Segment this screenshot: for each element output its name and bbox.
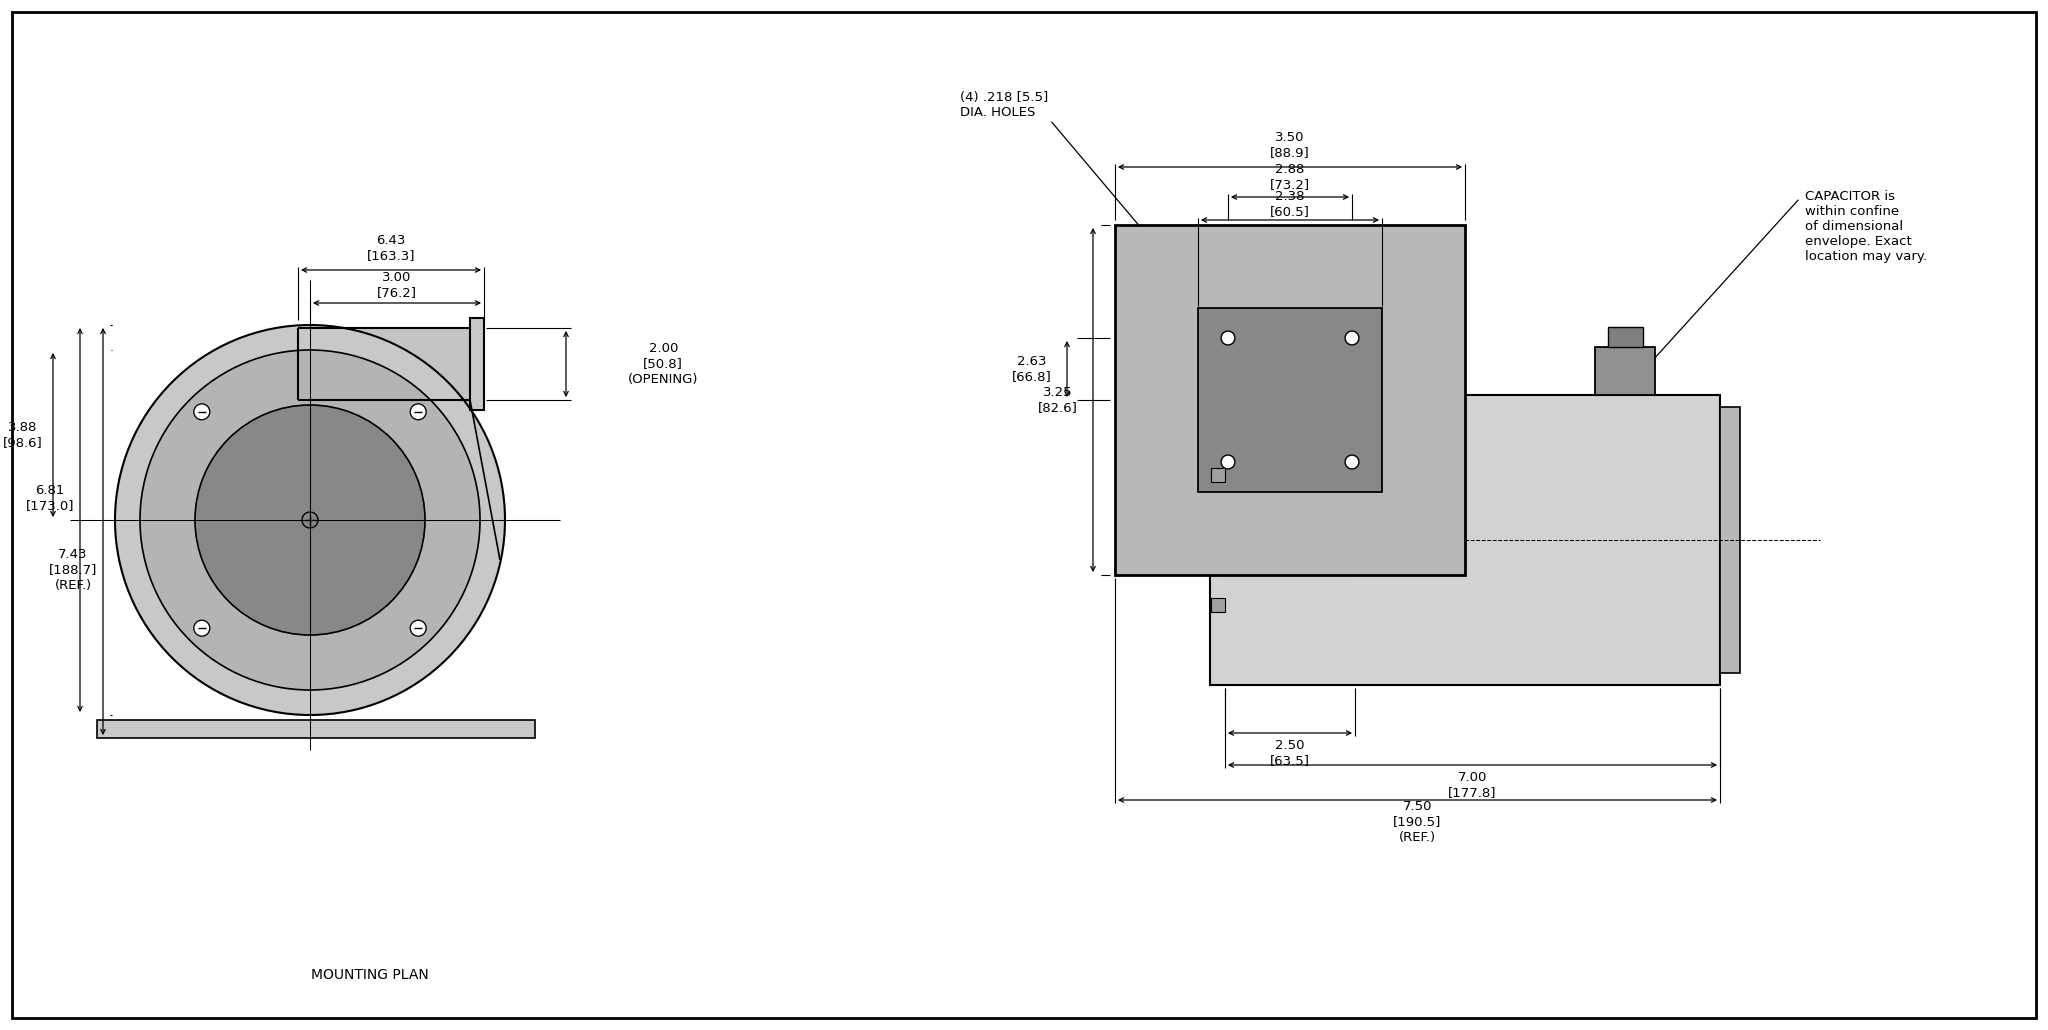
Polygon shape xyxy=(117,328,504,713)
Text: 2.50
[63.5]: 2.50 [63.5] xyxy=(1270,739,1311,767)
Text: 3.25
[82.6]: 3.25 [82.6] xyxy=(1038,386,1077,414)
Text: 7.50
[190.5]
(REF.): 7.50 [190.5] (REF.) xyxy=(1393,800,1442,844)
Text: 3.88
[98.6]: 3.88 [98.6] xyxy=(4,421,43,449)
Text: 2.38
[60.5]: 2.38 [60.5] xyxy=(1270,190,1311,218)
Text: 6.81
[173.0]: 6.81 [173.0] xyxy=(27,484,74,512)
Circle shape xyxy=(1221,331,1235,345)
Text: 6.43
[163.3]: 6.43 [163.3] xyxy=(367,234,416,262)
Bar xyxy=(1225,394,1356,575)
Bar xyxy=(1210,468,1225,482)
Circle shape xyxy=(1346,331,1360,345)
Text: MOUNTING PLAN: MOUNTING PLAN xyxy=(311,968,428,982)
Circle shape xyxy=(195,404,209,420)
Text: 3.50
[88.9]: 3.50 [88.9] xyxy=(1270,131,1311,159)
Text: 2.63
[66.8]: 2.63 [66.8] xyxy=(1012,355,1053,383)
Bar xyxy=(96,720,535,739)
Text: 7.00
[177.8]: 7.00 [177.8] xyxy=(1448,771,1497,799)
Bar xyxy=(1608,327,1642,347)
Polygon shape xyxy=(299,328,469,400)
Circle shape xyxy=(139,350,479,690)
Bar xyxy=(1198,308,1382,492)
Text: 2.88
[73.2]: 2.88 [73.2] xyxy=(1270,163,1311,191)
Bar xyxy=(1210,394,1720,685)
Circle shape xyxy=(195,620,209,637)
Circle shape xyxy=(410,404,426,420)
Circle shape xyxy=(115,325,506,715)
Circle shape xyxy=(1221,455,1235,469)
Bar xyxy=(1210,598,1225,612)
Text: (4) .218 [5.5]
DIA. HOLES: (4) .218 [5.5] DIA. HOLES xyxy=(961,91,1049,119)
Text: CAPACITOR is
within confine
of dimensional
envelope. Exact
location may vary.: CAPACITOR is within confine of dimension… xyxy=(1804,190,1927,263)
Circle shape xyxy=(410,620,426,637)
Text: 3.00
[76.2]: 3.00 [76.2] xyxy=(377,271,418,299)
Circle shape xyxy=(195,405,426,636)
Circle shape xyxy=(1346,455,1360,469)
Bar xyxy=(1114,225,1464,575)
Bar xyxy=(469,318,483,410)
Text: 7.43
[188.7]
(REF.): 7.43 [188.7] (REF.) xyxy=(49,549,96,591)
Bar xyxy=(1720,407,1741,673)
Bar xyxy=(1595,347,1655,394)
Text: 2.00
[50.8]
(OPENING): 2.00 [50.8] (OPENING) xyxy=(629,343,698,385)
